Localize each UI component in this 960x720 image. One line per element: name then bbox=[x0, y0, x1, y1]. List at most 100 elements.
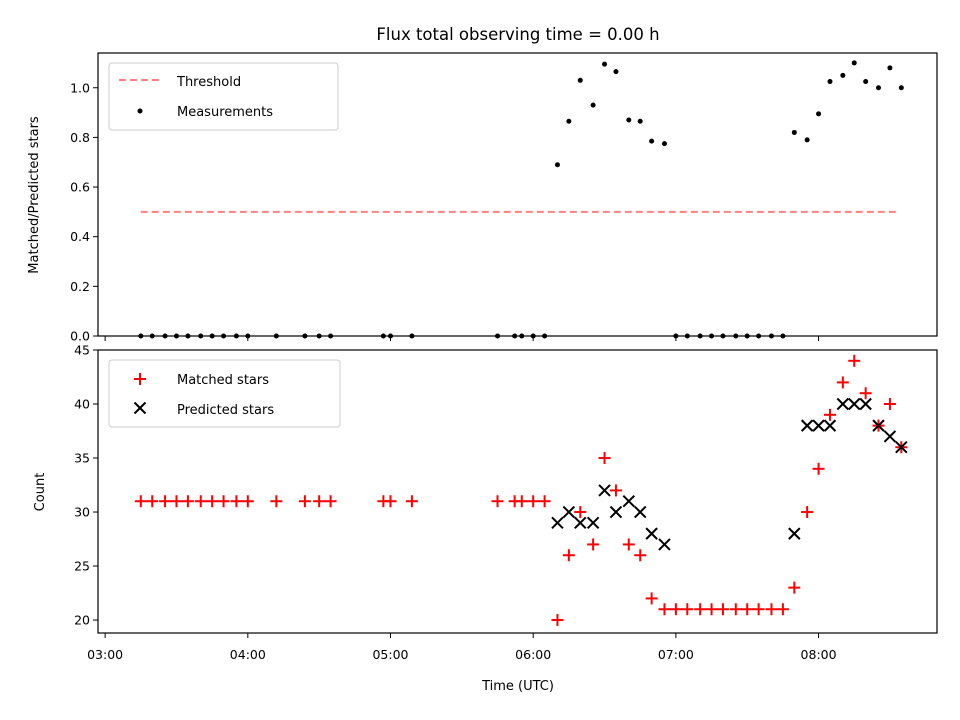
matched-star-marker bbox=[194, 495, 207, 508]
matched-star-marker bbox=[241, 495, 254, 508]
predicted-star-marker bbox=[800, 419, 814, 432]
bottom-y-tick-label: 35 bbox=[74, 451, 90, 466]
matched-star-marker bbox=[622, 538, 635, 551]
measurement-point bbox=[554, 162, 560, 168]
matched-star-marker bbox=[741, 603, 754, 616]
measurement-point bbox=[637, 118, 643, 124]
matched-star-marker bbox=[752, 603, 765, 616]
matched-star-marker bbox=[146, 495, 159, 508]
top-panel: 0.0 0.2 0.4 0.6 0.8 1.0 Matched/Predicted sta… bbox=[27, 52, 938, 344]
predicted-star-marker bbox=[895, 441, 908, 454]
matched-star-marker bbox=[324, 495, 337, 508]
matched-star-marker bbox=[694, 603, 707, 616]
measurement-point bbox=[791, 129, 797, 135]
predicted-star-marker bbox=[598, 484, 611, 497]
predicted-star-marker bbox=[609, 505, 623, 519]
matched-star-marker bbox=[658, 603, 671, 616]
predicted-star-marker bbox=[872, 419, 885, 432]
matched-star-points bbox=[134, 354, 908, 627]
matched-star-marker bbox=[669, 603, 682, 616]
matched-star-marker bbox=[634, 549, 647, 562]
predicted-star-marker bbox=[562, 505, 576, 519]
measurement-point bbox=[827, 79, 833, 85]
measurement-point bbox=[613, 69, 619, 75]
top-y-tick-label: 0.8 bbox=[70, 130, 90, 145]
matched-star-marker bbox=[598, 452, 611, 465]
matched-star-marker bbox=[405, 495, 418, 508]
bottom-y-tick-label: 30 bbox=[74, 505, 90, 520]
matched-star-marker bbox=[645, 592, 658, 605]
matched-star-marker bbox=[551, 614, 564, 627]
predicted-star-marker bbox=[634, 505, 647, 519]
measurement-point bbox=[626, 117, 632, 123]
x-tick-label: 03:00 bbox=[87, 647, 123, 662]
matched-star-marker bbox=[230, 495, 243, 508]
matched-star-marker bbox=[705, 603, 718, 616]
bottom-x-ticks: 03:00 04:00 05:00 06:00 07:00 08:00 bbox=[87, 633, 837, 662]
bottom-y-tick-label: 40 bbox=[74, 397, 90, 412]
predicted-star-marker bbox=[788, 527, 801, 540]
top-y-tick-label: 1.0 bbox=[70, 80, 90, 95]
matched-star-marker bbox=[823, 408, 836, 421]
bottom-y-tick-label: 25 bbox=[74, 559, 90, 574]
matched-star-marker bbox=[298, 495, 311, 508]
predicted-star-points bbox=[551, 397, 908, 551]
measurement-point bbox=[804, 137, 810, 143]
matched-star-marker bbox=[384, 495, 397, 508]
bottom-y-ticks: 20 25 30 35 40 45 bbox=[74, 343, 98, 628]
matched-star-marker bbox=[848, 354, 861, 367]
matched-star-marker bbox=[181, 495, 194, 508]
matched-star-marker bbox=[776, 603, 789, 616]
matched-star-marker bbox=[812, 462, 825, 475]
bottom-y-tick-label: 45 bbox=[74, 343, 90, 358]
predicted-star-marker bbox=[859, 397, 872, 411]
top-y-tick-label: 0.4 bbox=[70, 229, 90, 244]
x-tick-label: 08:00 bbox=[801, 647, 837, 662]
top-y-tick-label: 0.6 bbox=[70, 180, 90, 195]
measurement-point bbox=[661, 141, 667, 147]
matched-star-marker bbox=[574, 506, 587, 519]
top-y-axis-label: Matched/Predicted stars bbox=[27, 116, 42, 274]
matched-star-marker bbox=[170, 495, 183, 508]
measurement-point bbox=[851, 60, 857, 66]
top-legend: Threshold Measurements bbox=[108, 62, 339, 131]
measurement-point bbox=[816, 111, 822, 117]
matched-star-marker bbox=[836, 376, 849, 389]
chart-title: Flux total observing time = 0.00 h bbox=[376, 25, 659, 44]
bottom-y-tick-label: 20 bbox=[74, 613, 90, 628]
matched-star-marker bbox=[681, 603, 694, 616]
legend-measurements-swatch bbox=[137, 108, 143, 114]
bottom-y-axis-label: Count bbox=[33, 473, 48, 512]
matched-star-marker bbox=[515, 495, 528, 508]
matched-star-marker bbox=[134, 495, 147, 508]
predicted-star-marker bbox=[622, 495, 636, 508]
measurement-point bbox=[577, 77, 583, 83]
measurement-point bbox=[566, 118, 572, 124]
top-y-ticks: 0.0 0.2 0.4 0.6 0.8 1.0 bbox=[70, 80, 98, 344]
matched-star-marker bbox=[765, 603, 778, 616]
bottom-legend-box bbox=[108, 359, 341, 428]
legend-predicted-swatch bbox=[133, 401, 147, 415]
predicted-star-marker bbox=[586, 516, 600, 530]
top-y-tick-label: 0.0 bbox=[70, 329, 90, 344]
legend-matched-swatch bbox=[134, 373, 146, 385]
measurement-point bbox=[840, 72, 846, 78]
measurement-point bbox=[887, 65, 893, 71]
predicted-star-marker bbox=[551, 516, 564, 530]
matched-star-marker bbox=[883, 398, 896, 411]
x-tick-label: 07:00 bbox=[658, 647, 694, 662]
matched-star-marker bbox=[859, 387, 872, 400]
matched-star-marker bbox=[313, 495, 326, 508]
measurement-point bbox=[898, 85, 904, 91]
measurement-point bbox=[590, 102, 596, 108]
predicted-star-marker bbox=[836, 397, 850, 411]
x-tick-label: 06:00 bbox=[515, 647, 551, 662]
predicted-star-marker bbox=[848, 397, 861, 411]
legend-threshold-label: Threshold bbox=[176, 75, 241, 90]
bottom-plot-frame bbox=[97, 349, 938, 634]
top-y-tick-label: 0.2 bbox=[70, 279, 90, 294]
bottom-legend: Matched stars Predicted stars bbox=[108, 359, 341, 428]
matched-star-marker bbox=[609, 484, 622, 497]
matched-star-marker bbox=[159, 495, 172, 508]
